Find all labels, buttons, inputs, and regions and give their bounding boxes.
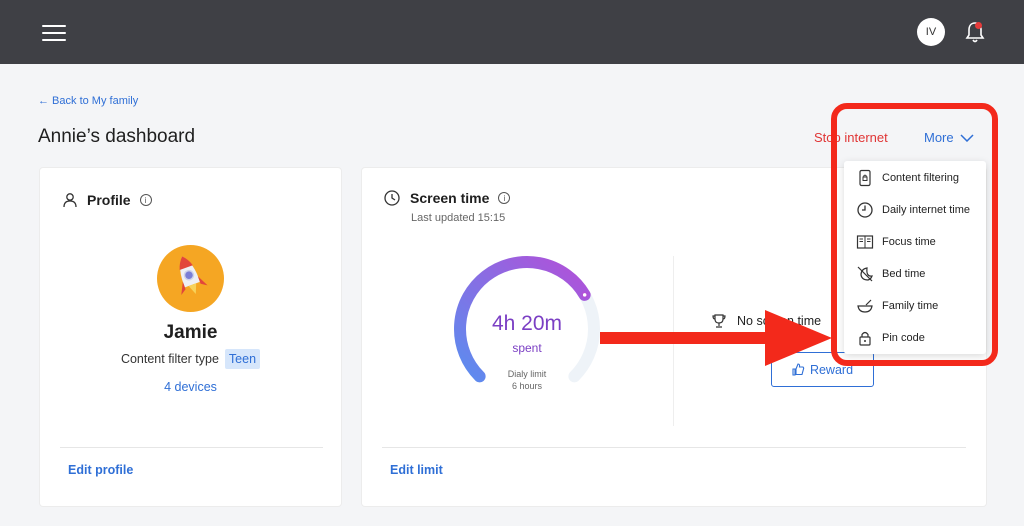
edit-limit-link[interactable]: Edit limit	[390, 463, 443, 477]
notification-dot	[975, 22, 982, 29]
child-name: Jamie	[163, 322, 218, 343]
daily-limit-label: Dialy limit	[507, 369, 547, 379]
bowl-icon	[857, 299, 873, 313]
more-label: More	[924, 130, 954, 145]
annotation-highlight-box	[831, 103, 998, 366]
person-icon	[63, 193, 77, 208]
phone-lock-icon	[859, 169, 871, 187]
time-spent-label: spent	[512, 341, 542, 355]
clock-icon	[857, 202, 873, 218]
trophy-icon	[712, 314, 726, 328]
menu-item-label: Family time	[882, 300, 939, 312]
menu-item-daily-internet-time[interactable]: Daily internet time	[856, 199, 970, 221]
info-icon[interactable]: i	[139, 194, 152, 206]
menu-item-label: Content filtering	[882, 172, 960, 184]
content-filter-row: Content filter type Teen	[40, 349, 341, 369]
profile-card-header: Profile i	[62, 192, 152, 208]
profile-card: Profile i Jamie Content filter type Teen…	[40, 168, 341, 506]
menu-item-family-time[interactable]: Family time	[856, 295, 938, 317]
thumbs-up-icon	[792, 363, 805, 376]
top-bar: IV	[0, 0, 1024, 64]
screen-time-gauge	[454, 256, 600, 383]
page-title: Annie’s dashboard	[38, 126, 196, 147]
screen-time-divider	[382, 447, 966, 448]
edit-profile-link[interactable]: Edit profile	[68, 463, 134, 477]
menu-item-bed-time[interactable]: Bed time	[856, 263, 925, 285]
daily-limit-value: 6 hours	[511, 381, 543, 391]
menu-item-label: Pin code	[882, 332, 925, 344]
content-filter-label: Content filter type	[120, 352, 219, 366]
child-avatar-rocket-icon	[157, 245, 224, 312]
annotation-arrow	[600, 310, 832, 366]
devices-link[interactable]: 4 devices	[164, 380, 217, 394]
menu-item-pin-code[interactable]: Pin code	[856, 327, 925, 349]
screen-time-card-header: Screen time i	[383, 189, 511, 207]
more-button[interactable]: More	[924, 130, 974, 145]
clock-history-icon	[384, 190, 400, 206]
chevron-down-icon	[960, 133, 974, 142]
book-icon	[856, 235, 874, 249]
hamburger-menu-icon[interactable]	[42, 25, 66, 41]
back-to-family-link[interactable]: ← Back to My family	[38, 95, 139, 107]
menu-item-label: Focus time	[882, 236, 936, 248]
info-icon[interactable]: i	[498, 192, 511, 204]
time-spent-value: 4h 20m	[491, 312, 563, 335]
more-dropdown-menu: Content filtering Daily internet time Fo…	[844, 161, 986, 354]
profile-title: Profile	[87, 192, 131, 208]
gauge-knob	[581, 291, 588, 299]
reward-button[interactable]: Reward	[771, 352, 874, 387]
daily-limit: Dialy limit 6 hours	[452, 368, 602, 392]
menu-item-label: Bed time	[882, 268, 926, 280]
lock-icon	[859, 331, 871, 346]
user-avatar[interactable]: IV	[917, 18, 945, 46]
content-filter-badge: Teen	[224, 349, 261, 369]
menu-item-focus-time[interactable]: Focus time	[856, 231, 936, 253]
reward-label: Reward	[809, 362, 854, 377]
last-updated-text: Last updated 15:15	[411, 212, 506, 224]
screen-time-title: Screen time	[410, 190, 490, 206]
profile-divider	[60, 447, 323, 448]
moon-off-icon	[857, 266, 873, 282]
menu-item-content-filtering[interactable]: Content filtering	[856, 167, 959, 189]
menu-item-label: Daily internet time	[882, 204, 971, 216]
gauge-fill	[454, 256, 591, 383]
